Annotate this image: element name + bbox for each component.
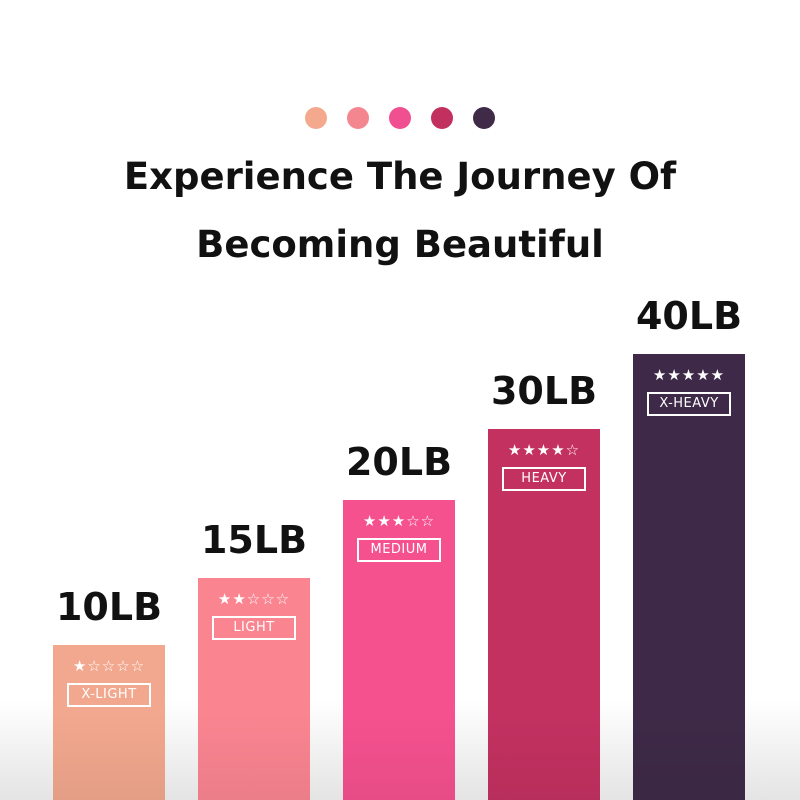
bar-category-label: HEAVY	[502, 467, 586, 491]
bar-value-label: 40LB	[635, 294, 743, 338]
star-rating-icon: ★★★★☆	[507, 441, 581, 459]
bar-x-light: ★☆☆☆☆ X-LIGHT	[53, 645, 165, 800]
title-line-1: Experience The Journey Of	[123, 155, 677, 198]
bar-category-label: X-HEAVY	[647, 392, 731, 416]
page-title: Experience The Journey Of Becoming Beaut…	[0, 143, 800, 279]
bar-x-heavy: ★★★★★ X-HEAVY	[633, 354, 745, 800]
color-dot	[305, 107, 327, 129]
bar-light: ★★☆☆☆ LIGHT	[198, 578, 310, 800]
bar-shade	[198, 710, 310, 800]
bar-value-label: 15LB	[200, 518, 308, 562]
bar-shade	[488, 710, 600, 800]
color-dot	[431, 107, 453, 129]
star-rating-icon: ★★☆☆☆	[217, 590, 291, 608]
bar-category-label: LIGHT	[212, 616, 296, 640]
star-rating-icon: ★★★★★	[652, 366, 726, 384]
color-dot	[389, 107, 411, 129]
bar-heavy: ★★★★☆ HEAVY	[488, 429, 600, 800]
title-line-2: Becoming Beautiful	[196, 223, 604, 266]
color-dots	[0, 107, 800, 129]
color-dot	[347, 107, 369, 129]
star-rating-icon: ★★★☆☆	[362, 512, 436, 530]
bar-shade	[633, 710, 745, 800]
bar-value-label: 10LB	[55, 585, 163, 629]
bar-value-label: 30LB	[490, 369, 598, 413]
bar-medium: ★★★☆☆ MEDIUM	[343, 500, 455, 800]
bar-category-label: X-LIGHT	[67, 683, 151, 707]
bar-shade	[53, 710, 165, 800]
color-dot	[473, 107, 495, 129]
bar-value-label: 20LB	[345, 440, 453, 484]
bar-category-label: MEDIUM	[357, 538, 441, 562]
star-rating-icon: ★☆☆☆☆	[72, 657, 146, 675]
bar-shade	[343, 710, 455, 800]
